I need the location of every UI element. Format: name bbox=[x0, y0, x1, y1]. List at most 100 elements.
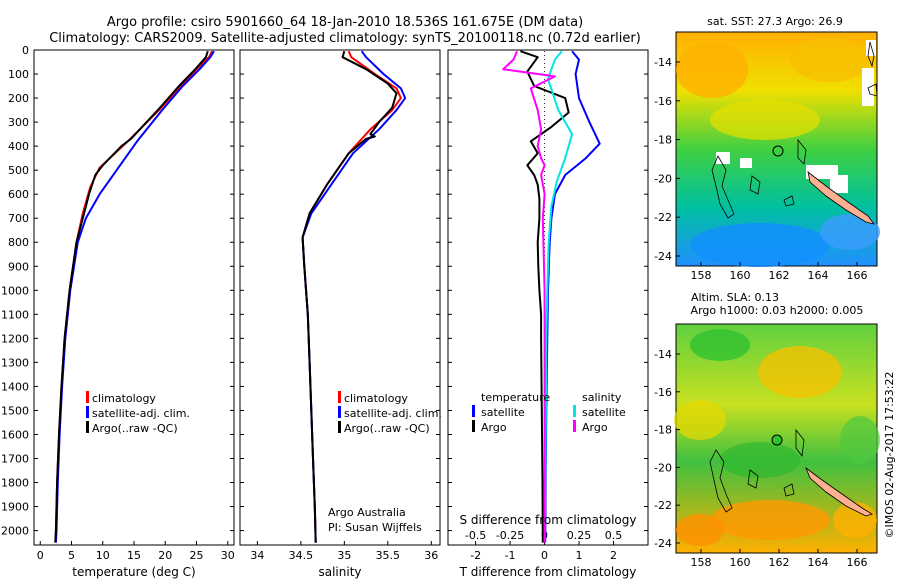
sst-map-lon-tick-label: 164 bbox=[808, 269, 829, 282]
sla-map-lat-tick-label: -24 bbox=[654, 537, 672, 550]
legend-label-satellite: satellite-adj. clim. bbox=[344, 407, 442, 420]
sla-map-lon-tick-label: 164 bbox=[808, 556, 829, 569]
depth-tick-label: 1800 bbox=[1, 477, 29, 490]
depth-tick-label: 200 bbox=[8, 92, 29, 105]
depth-tick-label: 800 bbox=[8, 236, 29, 249]
difference-xtick-label: 2 bbox=[610, 549, 617, 562]
sst-map-warm-patch bbox=[676, 38, 870, 140]
legend-label-argo: Argo(..raw -QC) bbox=[344, 422, 430, 435]
sla-map-lon-tick-label: 166 bbox=[847, 556, 868, 569]
salinity-axes-box bbox=[239, 49, 441, 546]
temperature-xtick-label: 20 bbox=[158, 549, 172, 562]
depth-tick-label: 1000 bbox=[1, 284, 29, 297]
temperature-series-climatology bbox=[54, 50, 213, 543]
difference-xlabel-t: T difference from climatology bbox=[459, 565, 637, 579]
legend-label-argo: Argo(..raw -QC) bbox=[92, 422, 178, 435]
sst-map-title: sat. SST: 27.3 Argo: 26.9 bbox=[707, 15, 843, 28]
sla-map-lat-tick-label: -18 bbox=[654, 424, 672, 437]
legend-swatch-satellite bbox=[338, 406, 341, 418]
sla-map-coastline-new-caledonia bbox=[805, 466, 873, 517]
difference-xtick-label: -2 bbox=[470, 549, 481, 562]
legend-label-t-satellite: satellite bbox=[481, 406, 525, 419]
salinity-panel: 34 34.5 35 35.5 36 salinity climatology sate… bbox=[239, 49, 442, 579]
salinity-xtick-label: 35.5 bbox=[376, 549, 401, 562]
depth-tick-label: 500 bbox=[8, 164, 29, 177]
temperature-panel: 0100200300400500600700800900100011001200… bbox=[1, 44, 235, 579]
salinity-xtick-label: 36 bbox=[424, 549, 438, 562]
salinity-series-satellite bbox=[301, 50, 407, 543]
sst-map-argo-location bbox=[772, 145, 784, 157]
depth-tick-label: 1100 bbox=[1, 308, 29, 321]
legend-swatch-climatology bbox=[86, 391, 89, 403]
salinity-series-argo bbox=[301, 50, 398, 543]
title-line-2: Climatology: CARS2009. Satellite-adjuste… bbox=[49, 31, 641, 46]
sst-map-lon-tick-label: 162 bbox=[769, 269, 790, 282]
temperature-xtick-label: 25 bbox=[190, 549, 204, 562]
salinity-series-climatology bbox=[301, 50, 402, 543]
legend-swatch-argo bbox=[86, 421, 89, 433]
sst-map-lat-tick-label: -20 bbox=[654, 172, 672, 185]
sla-map-lon-tick-label: 160 bbox=[730, 556, 751, 569]
depth-tick-label: 1200 bbox=[1, 332, 29, 345]
legend-swatch-satellite bbox=[86, 406, 89, 418]
salinity-diff-tick-label: 0.5 bbox=[605, 529, 623, 542]
depth-tick-label: 900 bbox=[8, 260, 29, 273]
salinity-diff-tick-label: 0.25 bbox=[567, 529, 592, 542]
legend-label-climatology: climatology bbox=[92, 392, 156, 405]
legend-swatch-argo bbox=[338, 421, 341, 433]
imos-credit-stamp: ©IMOS 02-Aug-2017 17:53:22 bbox=[883, 372, 896, 539]
temperature-xlabel: temperature (deg C) bbox=[72, 565, 195, 579]
sla-map-coastline-islands bbox=[747, 428, 805, 497]
credit-pi: PI: Susan Wijffels bbox=[328, 521, 422, 534]
sst-map-lat-tick-label: -18 bbox=[654, 134, 672, 147]
salinity-xlabel: salinity bbox=[318, 565, 361, 579]
sst-map-cloud-mask bbox=[716, 40, 876, 193]
legend-label-s-satellite: satellite bbox=[582, 406, 626, 419]
salinity-diff-tick-label: -0.5 bbox=[465, 529, 486, 542]
temperature-series-argo bbox=[54, 50, 209, 543]
legend-swatch-climatology bbox=[338, 391, 341, 403]
depth-tick-label: 700 bbox=[8, 212, 29, 225]
depth-tick-label: 1700 bbox=[1, 452, 29, 465]
salinity-xtick-label: 35 bbox=[337, 549, 351, 562]
depth-tick-label: 1300 bbox=[1, 356, 29, 369]
depth-tick-label: 2000 bbox=[1, 525, 29, 538]
difference-xtick-label: 0 bbox=[541, 549, 548, 562]
difference-xtick-label: 1 bbox=[576, 549, 583, 562]
sla-map-panel: Altim. SLA: 0.13 Argo h1000: 0.03 h2000:… bbox=[654, 291, 880, 569]
sla-map-lat-tick-label: -14 bbox=[654, 348, 672, 361]
salinity-xtick-label: 34 bbox=[250, 549, 264, 562]
difference-legend: temperature salinity satellite Argo sate… bbox=[472, 391, 626, 434]
sla-map-lat-tick-label: -16 bbox=[654, 386, 672, 399]
sla-map-low-patch bbox=[690, 329, 880, 478]
legend-title-temperature: temperature bbox=[481, 391, 550, 404]
depth-tick-label: 600 bbox=[8, 188, 29, 201]
legend-label-satellite: satellite-adj. clim. bbox=[92, 407, 190, 420]
temperature-xtick-label: 10 bbox=[96, 549, 110, 562]
temperature-xtick-label: 15 bbox=[127, 549, 141, 562]
sst-map-coastline-islands bbox=[749, 41, 878, 207]
sla-map-lat-tick-label: -22 bbox=[654, 499, 672, 512]
difference-series-s-satellite bbox=[543, 50, 574, 543]
salinity-xtick-label: 34.5 bbox=[289, 549, 314, 562]
legend-label-climatology: climatology bbox=[344, 392, 408, 405]
temperature-xtick-label: 0 bbox=[37, 549, 44, 562]
salinity-diff-tick-label: -0.25 bbox=[496, 529, 524, 542]
temperature-xtick-label: 5 bbox=[68, 549, 75, 562]
legend-title-salinity: salinity bbox=[582, 391, 622, 404]
legend-swatch-t-satellite bbox=[472, 405, 475, 417]
difference-panel: -2 -1 0 1 2 -0.5 -0.25 0 0.25 0.5 T difference f… bbox=[447, 49, 649, 579]
sst-map-panel: sat. SST: 27.3 Argo: 26.9 158 160 162 164 16… bbox=[654, 15, 880, 282]
sst-map-lat-tick-label: -16 bbox=[654, 95, 672, 108]
credit-org: Argo Australia bbox=[328, 506, 406, 519]
legend-label-t-argo: Argo bbox=[481, 421, 507, 434]
depth-tick-label: 1400 bbox=[1, 380, 29, 393]
legend-swatch-s-satellite bbox=[573, 405, 576, 417]
sst-map-lon-tick-label: 160 bbox=[730, 269, 751, 282]
depth-tick-label: 100 bbox=[8, 68, 29, 81]
sla-map-title-1: Altim. SLA: 0.13 bbox=[691, 291, 779, 304]
temperature-xtick-label: 30 bbox=[221, 549, 235, 562]
sla-map-lon-tick-label: 158 bbox=[691, 556, 712, 569]
depth-tick-label: 1900 bbox=[1, 501, 29, 514]
